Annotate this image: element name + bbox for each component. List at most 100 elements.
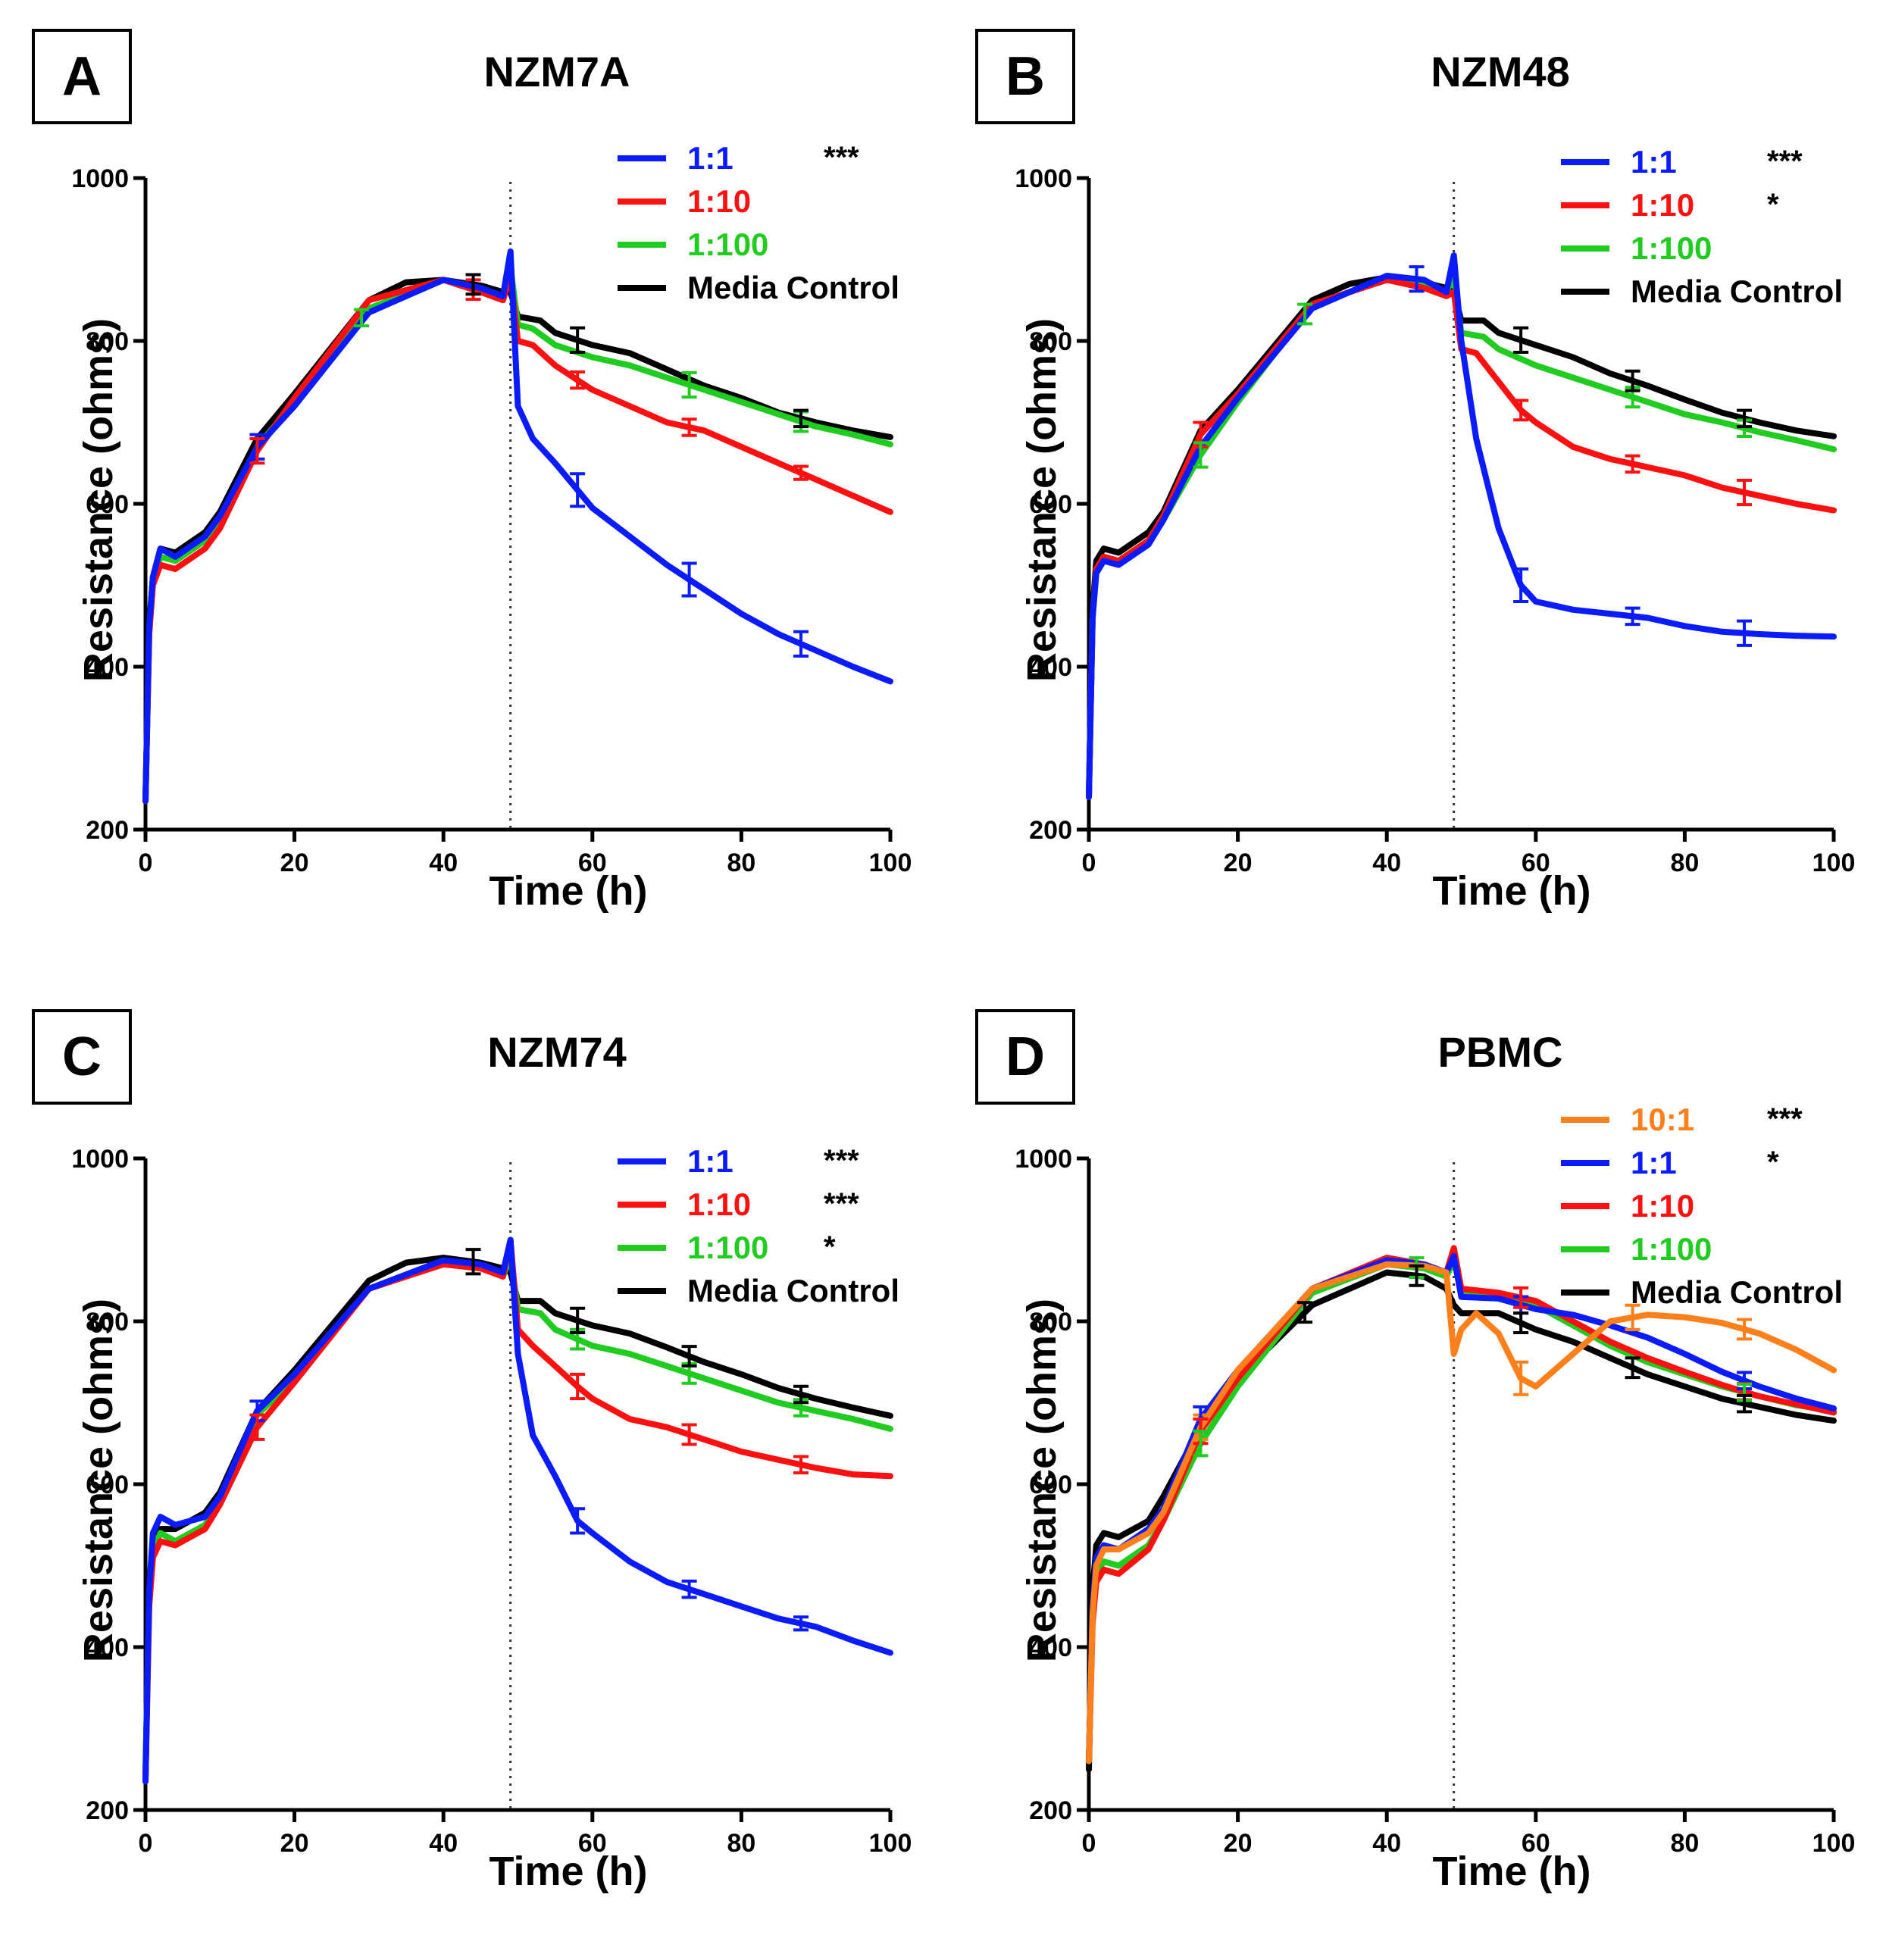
legend-label: 1:1: [687, 139, 733, 176]
x-tick-label: 100: [869, 1829, 912, 1858]
x-tick-label: 80: [727, 1829, 755, 1858]
legend: 1:1 *** 1:10 1:100 Media Control: [618, 136, 936, 309]
y-tick-label: 400: [1029, 1633, 1072, 1662]
error-bar: [1193, 441, 1209, 469]
significance-marker: ***: [1767, 1102, 1803, 1136]
error-bar: [681, 370, 697, 399]
y-tick-label: 400: [86, 1633, 129, 1662]
legend-label: 10:1: [1631, 1101, 1695, 1137]
y-tick-label: 200: [86, 1796, 129, 1825]
error-bar: [465, 273, 481, 296]
y-tick-label: 600: [86, 1471, 129, 1499]
x-tick-label: 80: [1670, 849, 1699, 877]
y-tick-label: 400: [86, 653, 129, 682]
error-bar: [793, 630, 809, 658]
panel-label: A: [32, 29, 132, 124]
error-bar: [1513, 326, 1529, 355]
error-bar: [249, 1413, 265, 1441]
x-tick-label: 60: [1522, 849, 1550, 877]
panel-d: D PBMC Resistance (ohms) Time (h) 200 400…: [943, 980, 1886, 1960]
error-bar: [465, 1248, 481, 1276]
legend-item: 1:100: [1561, 1227, 1879, 1271]
panel-c: C NZM74 Resistance (ohms) Time (h) 200 40…: [0, 980, 943, 1960]
legend-label: Media Control: [687, 269, 899, 305]
y-tick-label: 800: [86, 1308, 129, 1336]
error-bar: [1193, 1430, 1209, 1458]
series-line: [1086, 1261, 1837, 1765]
error-bar: [1513, 1311, 1529, 1335]
error-bar: [1297, 1301, 1313, 1324]
legend-swatch: [618, 155, 666, 161]
legend-label: 1:10: [1631, 1187, 1695, 1224]
x-tick-label: 40: [1372, 849, 1401, 877]
significance-marker: *: [1767, 1146, 1779, 1179]
legend-label: 1:100: [1631, 1230, 1712, 1267]
legend-item: 1:1 *: [1561, 1141, 1879, 1184]
error-bar: [681, 561, 697, 598]
error-bar: [1625, 454, 1640, 474]
legend-swatch: [1561, 1159, 1609, 1166]
legend-swatch: [618, 1201, 666, 1208]
y-tick-label: 800: [86, 327, 129, 356]
plot-area: 200 400 600 800 1000 0 20 40 60 80 100: [1015, 164, 1856, 877]
error-bar: [570, 472, 586, 508]
error-bar: [681, 417, 697, 437]
y-tick-label: 200: [86, 816, 129, 845]
legend-item: 1:10 ***: [618, 1183, 936, 1226]
error-bar: [1409, 1264, 1425, 1287]
legend-item: 1:10: [1561, 1184, 1879, 1227]
legend-label: 1:10: [1631, 186, 1695, 223]
error-bar: [354, 308, 370, 328]
chart-title: NZM7A: [483, 48, 630, 95]
y-tick-label: 800: [1029, 327, 1072, 356]
y-tick-label: 1000: [1015, 164, 1072, 193]
plot-area: 200 400 600 800 1000 0 20 40 60 80 100: [71, 1145, 912, 1858]
error-bar: [793, 464, 809, 481]
error-bar: [1625, 369, 1640, 392]
legend-item: 1:1 ***: [1561, 140, 1879, 183]
x-tick-label: 80: [727, 849, 755, 877]
error-bar: [1513, 399, 1529, 422]
error-bar: [1625, 1303, 1640, 1331]
legend-swatch: [618, 1158, 666, 1164]
error-bar: [1513, 567, 1529, 603]
legend-label: 1:1: [687, 1143, 733, 1179]
legend-item: Media Control: [618, 266, 936, 309]
x-tick-label: 40: [429, 1829, 458, 1858]
legend-label: 1:100: [1631, 230, 1712, 266]
error-bar: [570, 326, 586, 355]
legend-swatch: [618, 284, 666, 291]
legend-item: 1:1 ***: [618, 136, 936, 180]
error-bar: [793, 1615, 809, 1632]
x-tick-label: 100: [1812, 849, 1856, 877]
error-bar: [1513, 1360, 1529, 1396]
significance-marker: ***: [824, 1144, 859, 1177]
significance-marker: ***: [1767, 145, 1803, 178]
series-line: [142, 1236, 893, 1785]
x-axis-label: Time (h): [489, 868, 648, 914]
legend-swatch: [1561, 1202, 1609, 1209]
x-tick-label: 20: [280, 1829, 309, 1858]
panel-label: C: [32, 1009, 132, 1105]
y-tick-label: 1000: [71, 1145, 129, 1174]
error-bar: [1737, 1393, 1753, 1414]
legend-label: Media Control: [1631, 1274, 1843, 1310]
x-tick-label: 0: [139, 849, 153, 877]
x-tick-label: 0: [1082, 849, 1096, 877]
legend-swatch: [618, 1287, 666, 1294]
legend-label: Media Control: [1631, 273, 1843, 309]
error-bar: [1297, 302, 1313, 326]
error-bar: [793, 1384, 809, 1405]
x-tick-label: 20: [1224, 1829, 1253, 1858]
x-axis-label: Time (h): [489, 1849, 648, 1894]
plot-area: 200 400 600 800 1000 0 20 40 60 80 100: [71, 164, 912, 877]
significance-marker: ***: [824, 1187, 859, 1221]
error-bar: [570, 370, 586, 390]
x-tick-label: 60: [1522, 1829, 1550, 1858]
error-bar: [1737, 478, 1753, 507]
legend-swatch: [618, 1244, 666, 1251]
series-line: [1086, 1269, 1837, 1773]
legend-item: Media Control: [1561, 270, 1879, 313]
error-bar: [1513, 1286, 1529, 1309]
